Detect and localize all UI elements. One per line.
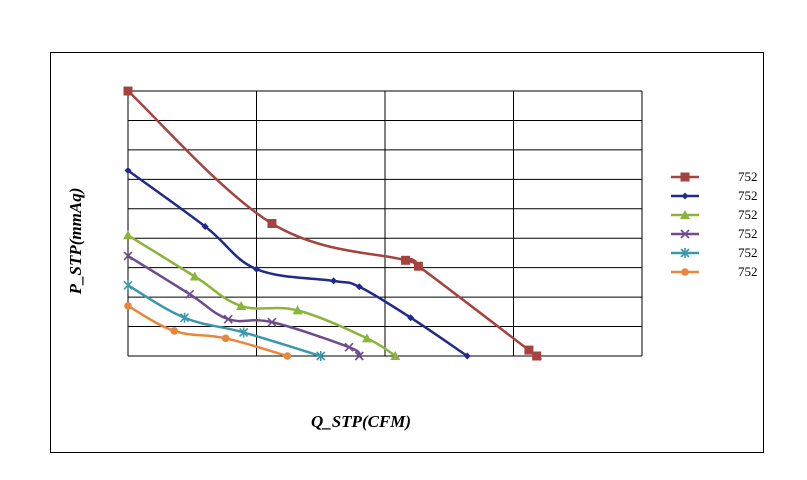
legend-label: 752 <box>738 245 758 260</box>
data-point <box>524 345 534 355</box>
legend-item: 752 <box>671 188 758 203</box>
data-point <box>680 172 690 182</box>
data-point <box>283 352 292 360</box>
data-point <box>355 283 363 291</box>
legend-item: 752 <box>671 226 758 241</box>
legend-item: 752 <box>671 245 758 260</box>
data-point <box>189 271 200 281</box>
legend: 752 752 752 752 752 752 <box>671 169 758 279</box>
legend-label: 752 <box>738 207 758 222</box>
data-point <box>179 312 190 323</box>
data-point <box>123 251 133 261</box>
x-axis-title: Q_STP(CFM) <box>311 412 411 431</box>
data-point <box>123 230 133 240</box>
data-point <box>124 302 132 310</box>
series-lines <box>123 86 542 361</box>
data-point <box>253 265 260 273</box>
data-point <box>354 351 364 361</box>
legend-item: 752 <box>671 207 758 222</box>
data-point <box>532 351 542 361</box>
data-point <box>292 305 303 315</box>
data-point <box>267 219 277 228</box>
legend-label: 752 <box>738 188 758 203</box>
data-point <box>681 192 689 200</box>
chart-frame: 752 752 752 752 752 752 P_STP(mmAq) Q_STP(CFM… <box>50 52 764 453</box>
legend-label: 752 <box>738 169 758 184</box>
data-point <box>316 351 326 361</box>
legend-item: 752 <box>671 169 758 184</box>
data-point <box>413 261 423 271</box>
data-point <box>201 222 209 230</box>
data-point <box>124 167 132 174</box>
series-3 <box>123 230 401 360</box>
data-point <box>344 342 354 352</box>
data-point <box>680 248 690 258</box>
series-5 <box>123 280 326 361</box>
line-chart: 752 752 752 752 752 752 P_STP(mmAq) Q_STP(CFM… <box>66 86 758 431</box>
data-point <box>681 268 689 276</box>
data-point <box>362 333 373 343</box>
data-point <box>170 327 179 335</box>
legend-item: 752 <box>671 264 758 279</box>
data-point <box>463 352 471 360</box>
series-line <box>127 284 322 358</box>
legend-label: 752 <box>738 264 758 279</box>
data-point <box>236 300 247 310</box>
y-axis-title: P_STP(mmAq) <box>66 188 85 296</box>
legend-label: 752 <box>738 226 758 241</box>
data-point <box>390 351 401 360</box>
series-4 <box>123 251 364 361</box>
grid <box>127 90 643 357</box>
series-2 <box>124 167 471 360</box>
data-point <box>330 277 338 285</box>
data-point <box>221 334 230 343</box>
series-6 <box>124 302 292 360</box>
data-point <box>407 314 415 322</box>
data-point <box>185 289 195 299</box>
data-point <box>239 327 249 338</box>
data-point <box>680 210 690 219</box>
series-line <box>127 304 288 358</box>
data-point <box>223 314 233 324</box>
series-1 <box>123 86 542 361</box>
data-point <box>123 86 133 96</box>
data-point <box>401 255 411 265</box>
data-point <box>680 229 690 239</box>
data-point <box>123 280 133 291</box>
data-point <box>267 317 277 327</box>
